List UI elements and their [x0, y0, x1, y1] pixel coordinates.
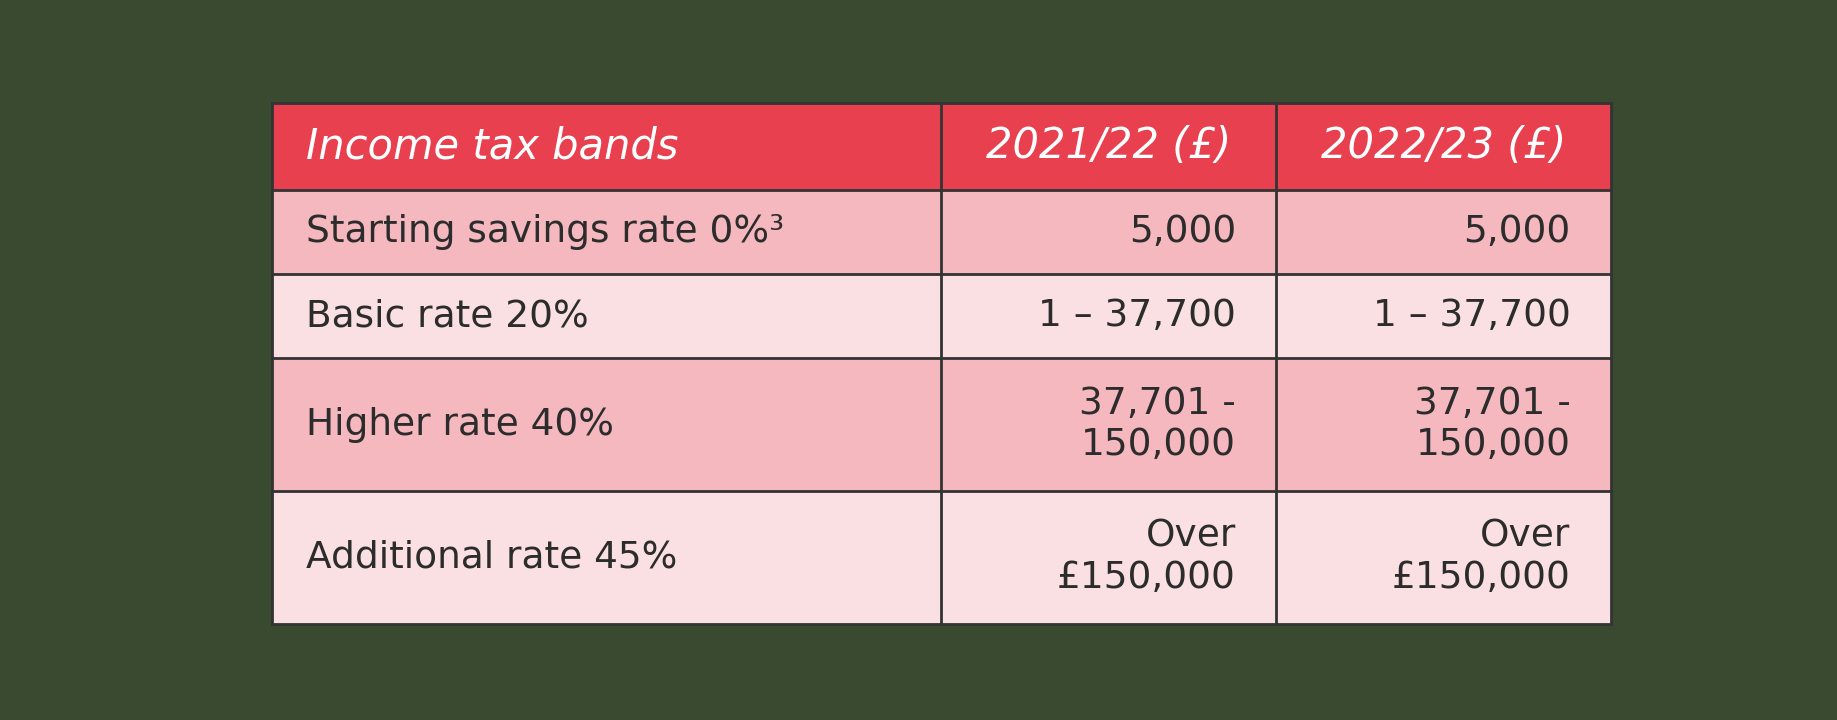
- Bar: [1277, 103, 1611, 190]
- Bar: [942, 358, 1277, 491]
- Bar: [272, 190, 941, 274]
- Text: 37,701 -
150,000: 37,701 - 150,000: [1078, 386, 1236, 464]
- Text: 2021/22 (£): 2021/22 (£): [986, 125, 1231, 168]
- Text: Basic rate 20%: Basic rate 20%: [305, 298, 588, 334]
- Bar: [272, 491, 941, 624]
- Text: Higher rate 40%: Higher rate 40%: [305, 407, 614, 443]
- Bar: [1277, 491, 1611, 624]
- Bar: [272, 274, 941, 358]
- Bar: [1277, 274, 1611, 358]
- Text: 37,701 -
150,000: 37,701 - 150,000: [1413, 386, 1571, 464]
- Bar: [272, 103, 941, 190]
- Text: 5,000: 5,000: [1128, 214, 1236, 250]
- Bar: [272, 358, 941, 491]
- Text: 1 – 37,700: 1 – 37,700: [1038, 298, 1236, 334]
- Bar: [942, 274, 1277, 358]
- Text: Additional rate 45%: Additional rate 45%: [305, 540, 678, 576]
- Text: Income tax bands: Income tax bands: [305, 125, 678, 168]
- Bar: [942, 491, 1277, 624]
- Text: Over
£150,000: Over £150,000: [1056, 519, 1236, 596]
- Bar: [1277, 358, 1611, 491]
- Text: Starting savings rate 0%³: Starting savings rate 0%³: [305, 214, 784, 250]
- Text: Over
£150,000: Over £150,000: [1392, 519, 1571, 596]
- Bar: [942, 103, 1277, 190]
- Bar: [1277, 190, 1611, 274]
- Text: 1 – 37,700: 1 – 37,700: [1372, 298, 1571, 334]
- Bar: [942, 190, 1277, 274]
- Text: 5,000: 5,000: [1464, 214, 1571, 250]
- Text: 2022/23 (£): 2022/23 (£): [1321, 125, 1565, 168]
